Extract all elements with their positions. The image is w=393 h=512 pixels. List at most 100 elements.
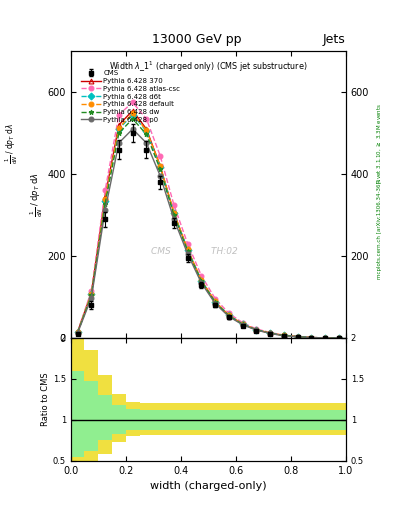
Pythia 6.428 default	[281, 332, 286, 338]
Pythia 6.428 p0	[295, 334, 300, 340]
Pythia 6.428 atlas-csc	[226, 310, 231, 316]
Pythia 6.428 d6t	[158, 164, 163, 170]
Pythia 6.428 p0	[103, 207, 108, 213]
Pythia 6.428 default	[323, 335, 328, 341]
Pythia 6.428 d6t	[309, 334, 314, 340]
Pythia 6.428 dw	[240, 322, 245, 328]
Pythia 6.428 default	[213, 298, 218, 305]
Pythia 6.428 dw	[185, 248, 190, 254]
Pythia 6.428 p0	[89, 295, 94, 301]
Pythia 6.428 atlas-csc	[213, 295, 218, 302]
Pythia 6.428 default	[144, 127, 149, 133]
Pythia 6.428 atlas-csc	[240, 319, 245, 326]
Pythia 6.428 dw	[309, 334, 314, 340]
Line: Pythia 6.428 default: Pythia 6.428 default	[75, 111, 342, 340]
Pythia 6.428 370	[144, 126, 149, 132]
Line: Pythia 6.428 dw: Pythia 6.428 dw	[75, 116, 342, 340]
Pythia 6.428 p0	[309, 334, 314, 340]
Pythia 6.428 d6t	[171, 210, 176, 216]
Pythia 6.428 370	[226, 312, 231, 318]
Pythia 6.428 p0	[199, 280, 204, 286]
Pythia 6.428 370	[199, 278, 204, 284]
Pythia 6.428 d6t	[116, 126, 121, 132]
Pythia 6.428 dw	[226, 313, 231, 319]
Pythia 6.428 370	[309, 334, 314, 340]
Pythia 6.428 default	[240, 321, 245, 327]
Pythia 6.428 370	[103, 194, 108, 200]
Pythia 6.428 p0	[75, 330, 80, 336]
Pythia 6.428 370	[240, 321, 245, 327]
Pythia 6.428 d6t	[103, 198, 108, 204]
Pythia 6.428 atlas-csc	[185, 241, 190, 247]
Text: mcplots.cern.ch [arXiv:1306.34-36]: mcplots.cern.ch [arXiv:1306.34-36]	[377, 182, 382, 279]
Text: Rivet 3.1.10, $\geq$ 3.3M events: Rivet 3.1.10, $\geq$ 3.3M events	[375, 103, 383, 184]
Pythia 6.428 p0	[323, 335, 328, 341]
Pythia 6.428 dw	[130, 116, 135, 122]
Pythia 6.428 dw	[268, 330, 272, 336]
Pythia 6.428 atlas-csc	[268, 330, 272, 336]
Line: Pythia 6.428 370: Pythia 6.428 370	[75, 108, 342, 340]
Pythia 6.428 370	[336, 335, 341, 341]
Pythia 6.428 atlas-csc	[295, 334, 300, 340]
Pythia 6.428 370	[185, 247, 190, 253]
Pythia 6.428 370	[171, 210, 176, 216]
Pythia 6.428 default	[75, 329, 80, 335]
Pythia 6.428 dw	[103, 201, 108, 207]
Pythia 6.428 atlas-csc	[103, 187, 108, 194]
Pythia 6.428 dw	[295, 334, 300, 340]
Pythia 6.428 atlas-csc	[323, 335, 328, 341]
Pythia 6.428 default	[158, 163, 163, 169]
Pythia 6.428 default	[295, 334, 300, 340]
Pythia 6.428 d6t	[213, 299, 218, 305]
Pythia 6.428 default	[336, 335, 341, 341]
Pythia 6.428 370	[254, 327, 259, 333]
Pythia 6.428 p0	[144, 140, 149, 146]
Pythia 6.428 p0	[116, 140, 121, 146]
Pythia 6.428 default	[199, 277, 204, 283]
Pythia 6.428 atlas-csc	[309, 334, 314, 340]
Pythia 6.428 d6t	[323, 335, 328, 341]
Pythia 6.428 d6t	[336, 335, 341, 341]
Pythia 6.428 370	[89, 290, 94, 296]
Pythia 6.428 dw	[144, 131, 149, 137]
Pythia 6.428 370	[213, 299, 218, 305]
Pythia 6.428 dw	[199, 279, 204, 285]
Pythia 6.428 default	[254, 327, 259, 333]
Pythia 6.428 370	[158, 163, 163, 169]
Pythia 6.428 atlas-csc	[281, 332, 286, 338]
Pythia 6.428 dw	[89, 292, 94, 298]
Pythia 6.428 d6t	[281, 332, 286, 338]
Pythia 6.428 default	[103, 197, 108, 203]
Y-axis label: $\frac{1}{\mathrm{d}N}\;/\;\mathrm{d}p_T\;\mathrm{d}\lambda$: $\frac{1}{\mathrm{d}N}\;/\;\mathrm{d}p_T…	[28, 172, 44, 217]
Y-axis label: Ratio to CMS: Ratio to CMS	[41, 373, 50, 426]
Pythia 6.428 p0	[213, 301, 218, 307]
Pythia 6.428 370	[130, 108, 135, 114]
Line: Pythia 6.428 atlas-csc: Pythia 6.428 atlas-csc	[75, 100, 342, 340]
Text: 13000 GeV pp: 13000 GeV pp	[152, 33, 241, 46]
Pythia 6.428 dw	[213, 299, 218, 305]
Pythia 6.428 p0	[336, 335, 341, 341]
Pythia 6.428 default	[171, 209, 176, 216]
Pythia 6.428 default	[309, 334, 314, 340]
Text: CMS              TH:02: CMS TH:02	[151, 247, 238, 257]
Text: Width $\lambda$_1$^1$ (charged only) (CMS jet substructure): Width $\lambda$_1$^1$ (charged only) (CM…	[109, 60, 307, 74]
Text: Jets: Jets	[323, 33, 346, 46]
Pythia 6.428 atlas-csc	[116, 112, 121, 118]
Pythia 6.428 dw	[116, 130, 121, 136]
Legend: CMS, Pythia 6.428 370, Pythia 6.428 atlas-csc, Pythia 6.428 d6t, Pythia 6.428 de: CMS, Pythia 6.428 370, Pythia 6.428 atla…	[80, 69, 182, 124]
Pythia 6.428 atlas-csc	[336, 335, 341, 341]
Pythia 6.428 d6t	[89, 291, 94, 297]
Pythia 6.428 p0	[268, 330, 272, 336]
Pythia 6.428 370	[268, 330, 272, 336]
Pythia 6.428 atlas-csc	[89, 288, 94, 294]
Pythia 6.428 370	[295, 334, 300, 340]
Pythia 6.428 d6t	[295, 334, 300, 340]
Pythia 6.428 default	[130, 111, 135, 117]
Pythia 6.428 d6t	[240, 321, 245, 327]
Pythia 6.428 atlas-csc	[158, 153, 163, 159]
Pythia 6.428 dw	[281, 332, 286, 338]
Pythia 6.428 p0	[240, 322, 245, 328]
Pythia 6.428 dw	[75, 330, 80, 336]
Pythia 6.428 dw	[254, 327, 259, 333]
Pythia 6.428 dw	[336, 335, 341, 341]
